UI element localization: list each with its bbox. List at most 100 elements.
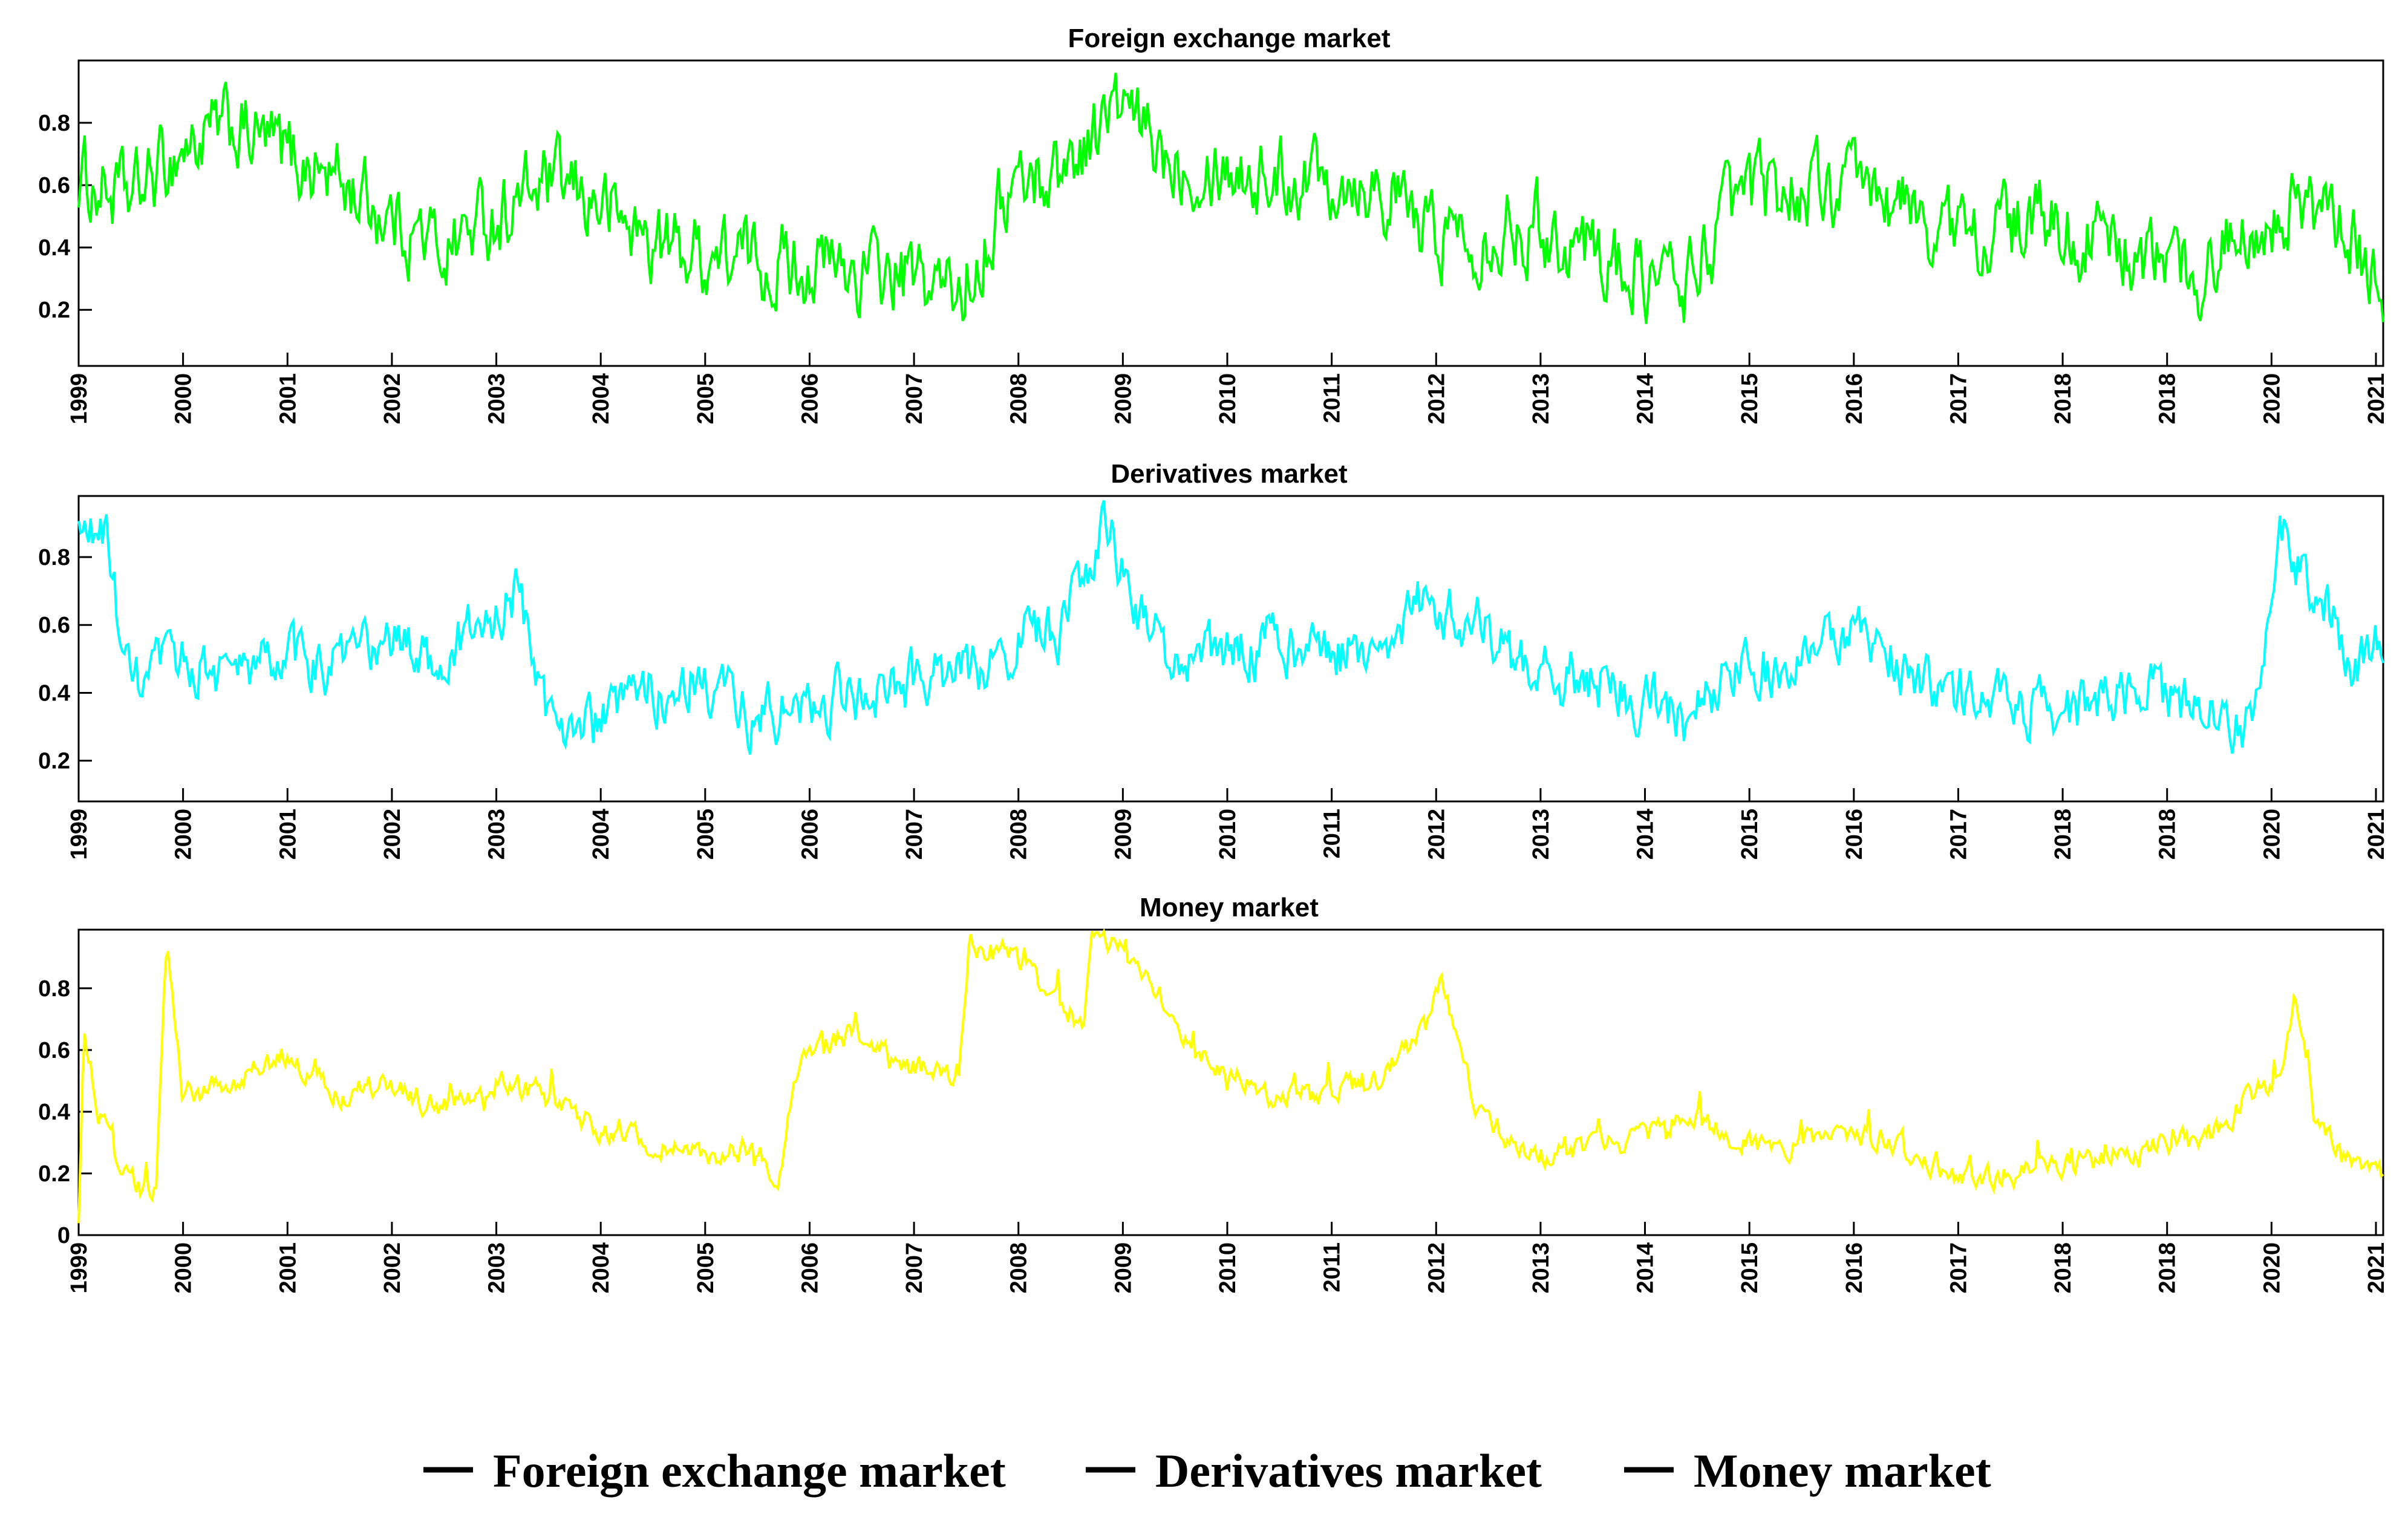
x-tick-label: 2008	[1007, 373, 1032, 425]
x-tick-label: 2007	[902, 809, 927, 860]
x-tick-label: 2018	[2051, 1242, 2076, 1294]
x-tick-label: 2000	[171, 1242, 197, 1294]
x-tick-label: 2007	[902, 1242, 927, 1294]
x-tick-label: 2009	[1111, 1242, 1136, 1294]
x-tick-label: 2000	[171, 373, 197, 425]
panel-derivatives-market: Derivatives market 0.2 0.4 0.6 0.8 1999 2000 2…	[38, 459, 2389, 860]
y-tick-label: 0.8	[38, 976, 70, 1002]
y-tick-label: 0	[57, 1223, 70, 1248]
x-tick-label: 2018	[2051, 809, 2076, 860]
y-tick-label: 0.6	[38, 613, 70, 638]
x-tick-label: 2003	[485, 373, 510, 425]
x-tick-label: 2010	[1215, 809, 1241, 860]
x-tick-label: 2012	[1424, 809, 1449, 860]
legend: Foreign exchange market Derivatives mark…	[423, 1444, 1991, 1497]
x-tick-label: 2009	[1111, 809, 1136, 860]
x-tick-label: 2006	[797, 809, 823, 860]
x-tick-label: 2005	[693, 809, 719, 860]
x-tick-label: 2015	[1737, 373, 1763, 425]
series-line-derivatives-market	[77, 500, 2384, 755]
x-tick-label: 2020	[2259, 1242, 2285, 1294]
y-tick-label: 0.6	[38, 173, 70, 198]
x-tick-label: 2010	[1215, 1242, 1241, 1294]
x-tick-label: 2011	[1320, 373, 1345, 423]
x-tick-label: 2016	[1842, 1242, 1867, 1294]
tick-layer: 0 0.2 0.4 0.6 0.8 1999 2000 2001 2002 2003 2004 200…	[38, 976, 2389, 1294]
x-tick-label: 2012	[1424, 373, 1449, 425]
legend-label: Foreign exchange market	[493, 1444, 1006, 1497]
x-tick-label: 2015	[1737, 809, 1763, 860]
y-tick-label: 0.6	[38, 1038, 70, 1063]
x-tick-label: 2017	[1946, 1242, 1971, 1294]
plot-frame	[77, 928, 2384, 1236]
x-tick-label: 2001	[275, 1242, 301, 1294]
x-tick-label: 2008	[1007, 809, 1032, 860]
x-tick-label: 2014	[1633, 809, 1659, 860]
tick-layer: 0.2 0.4 0.6 0.8 1999 2000 2001 2002 2003 2004 2005…	[38, 545, 2389, 860]
x-tick-label: 2006	[797, 373, 823, 425]
x-tick-label: 2004	[589, 1242, 614, 1294]
x-tick-label: 2003	[485, 809, 510, 860]
legend-label: Money market	[1694, 1444, 1991, 1497]
x-tick-label: 1999	[67, 809, 92, 860]
x-tick-label: 2001	[275, 809, 301, 860]
x-tick-label: 2010	[1215, 373, 1241, 425]
legend-entry-derivatives: Derivatives market	[1086, 1444, 1542, 1497]
panel-title: Derivatives market	[1111, 459, 1348, 489]
panel-title: Money market	[1140, 893, 1319, 922]
x-tick-label: 2002	[380, 1242, 405, 1294]
tick-layer: 0.2 0.4 0.6 0.8 1999 2000 2001 2002 2003 2004 2005…	[38, 111, 2389, 424]
y-tick-label: 0.4	[38, 1100, 70, 1125]
x-tick-label: 2016	[1842, 373, 1867, 425]
y-tick-label: 0.2	[38, 749, 70, 774]
y-tick-label: 0.8	[38, 545, 70, 570]
panel-title: Foreign exchange market	[1068, 24, 1390, 53]
y-tick-label: 0.8	[38, 111, 70, 136]
x-tick-label: 2011	[1320, 1242, 1345, 1292]
panel-foreign-exchange-market: Foreign exchange market 0.2 0.4 0.6 0.8 1999…	[38, 24, 2389, 425]
x-tick-label: 2003	[485, 1242, 510, 1294]
y-tick-label: 0.4	[38, 235, 70, 261]
x-tick-label: 1999	[67, 1242, 92, 1294]
x-tick-label: 2007	[902, 373, 927, 425]
x-tick-label: 2005	[693, 373, 719, 425]
x-tick-label: 2015	[1737, 1242, 1763, 1294]
x-tick-label: 2018	[2051, 373, 2076, 425]
x-tick-label: 2008	[1007, 1242, 1032, 1294]
x-tick-label: 2004	[589, 373, 614, 425]
x-tick-label: 2018	[2155, 373, 2181, 425]
x-tick-label: 2013	[1529, 1242, 1554, 1294]
x-tick-label: 2021	[2364, 1242, 2389, 1294]
x-tick-label: 2012	[1424, 1242, 1449, 1294]
legend-label: Derivatives market	[1155, 1444, 1542, 1497]
series-line-money-market	[77, 928, 2384, 1224]
x-tick-label: 2017	[1946, 809, 1971, 860]
y-tick-label: 0.2	[38, 298, 70, 323]
plot-frame	[77, 495, 2384, 803]
x-tick-label: 2020	[2259, 809, 2285, 860]
x-tick-label: 2001	[275, 373, 301, 425]
series-line-foreign-exchange-market	[77, 73, 2384, 324]
x-tick-label: 2018	[2155, 1242, 2181, 1294]
x-tick-label: 2018	[2155, 809, 2181, 860]
x-tick-label: 1999	[67, 373, 92, 425]
x-tick-label: 2021	[2364, 373, 2389, 425]
x-tick-label: 2002	[380, 809, 405, 860]
x-tick-label: 2021	[2364, 809, 2389, 860]
x-tick-label: 2020	[2259, 373, 2285, 425]
x-tick-label: 2014	[1633, 1242, 1659, 1294]
x-tick-label: 2002	[380, 373, 405, 425]
legend-entry-money: Money market	[1624, 1444, 1991, 1497]
x-tick-label: 2011	[1320, 809, 1345, 858]
legend-entry-foreign-exchange: Foreign exchange market	[423, 1444, 1006, 1497]
x-tick-label: 2006	[797, 1242, 823, 1294]
plot-frame	[77, 59, 2384, 367]
x-tick-label: 2014	[1633, 373, 1659, 425]
x-tick-label: 2005	[693, 1242, 719, 1294]
y-tick-label: 0.2	[38, 1161, 70, 1187]
x-tick-label: 2016	[1842, 809, 1867, 860]
x-tick-label: 2000	[171, 809, 197, 860]
x-tick-label: 2013	[1529, 373, 1554, 425]
